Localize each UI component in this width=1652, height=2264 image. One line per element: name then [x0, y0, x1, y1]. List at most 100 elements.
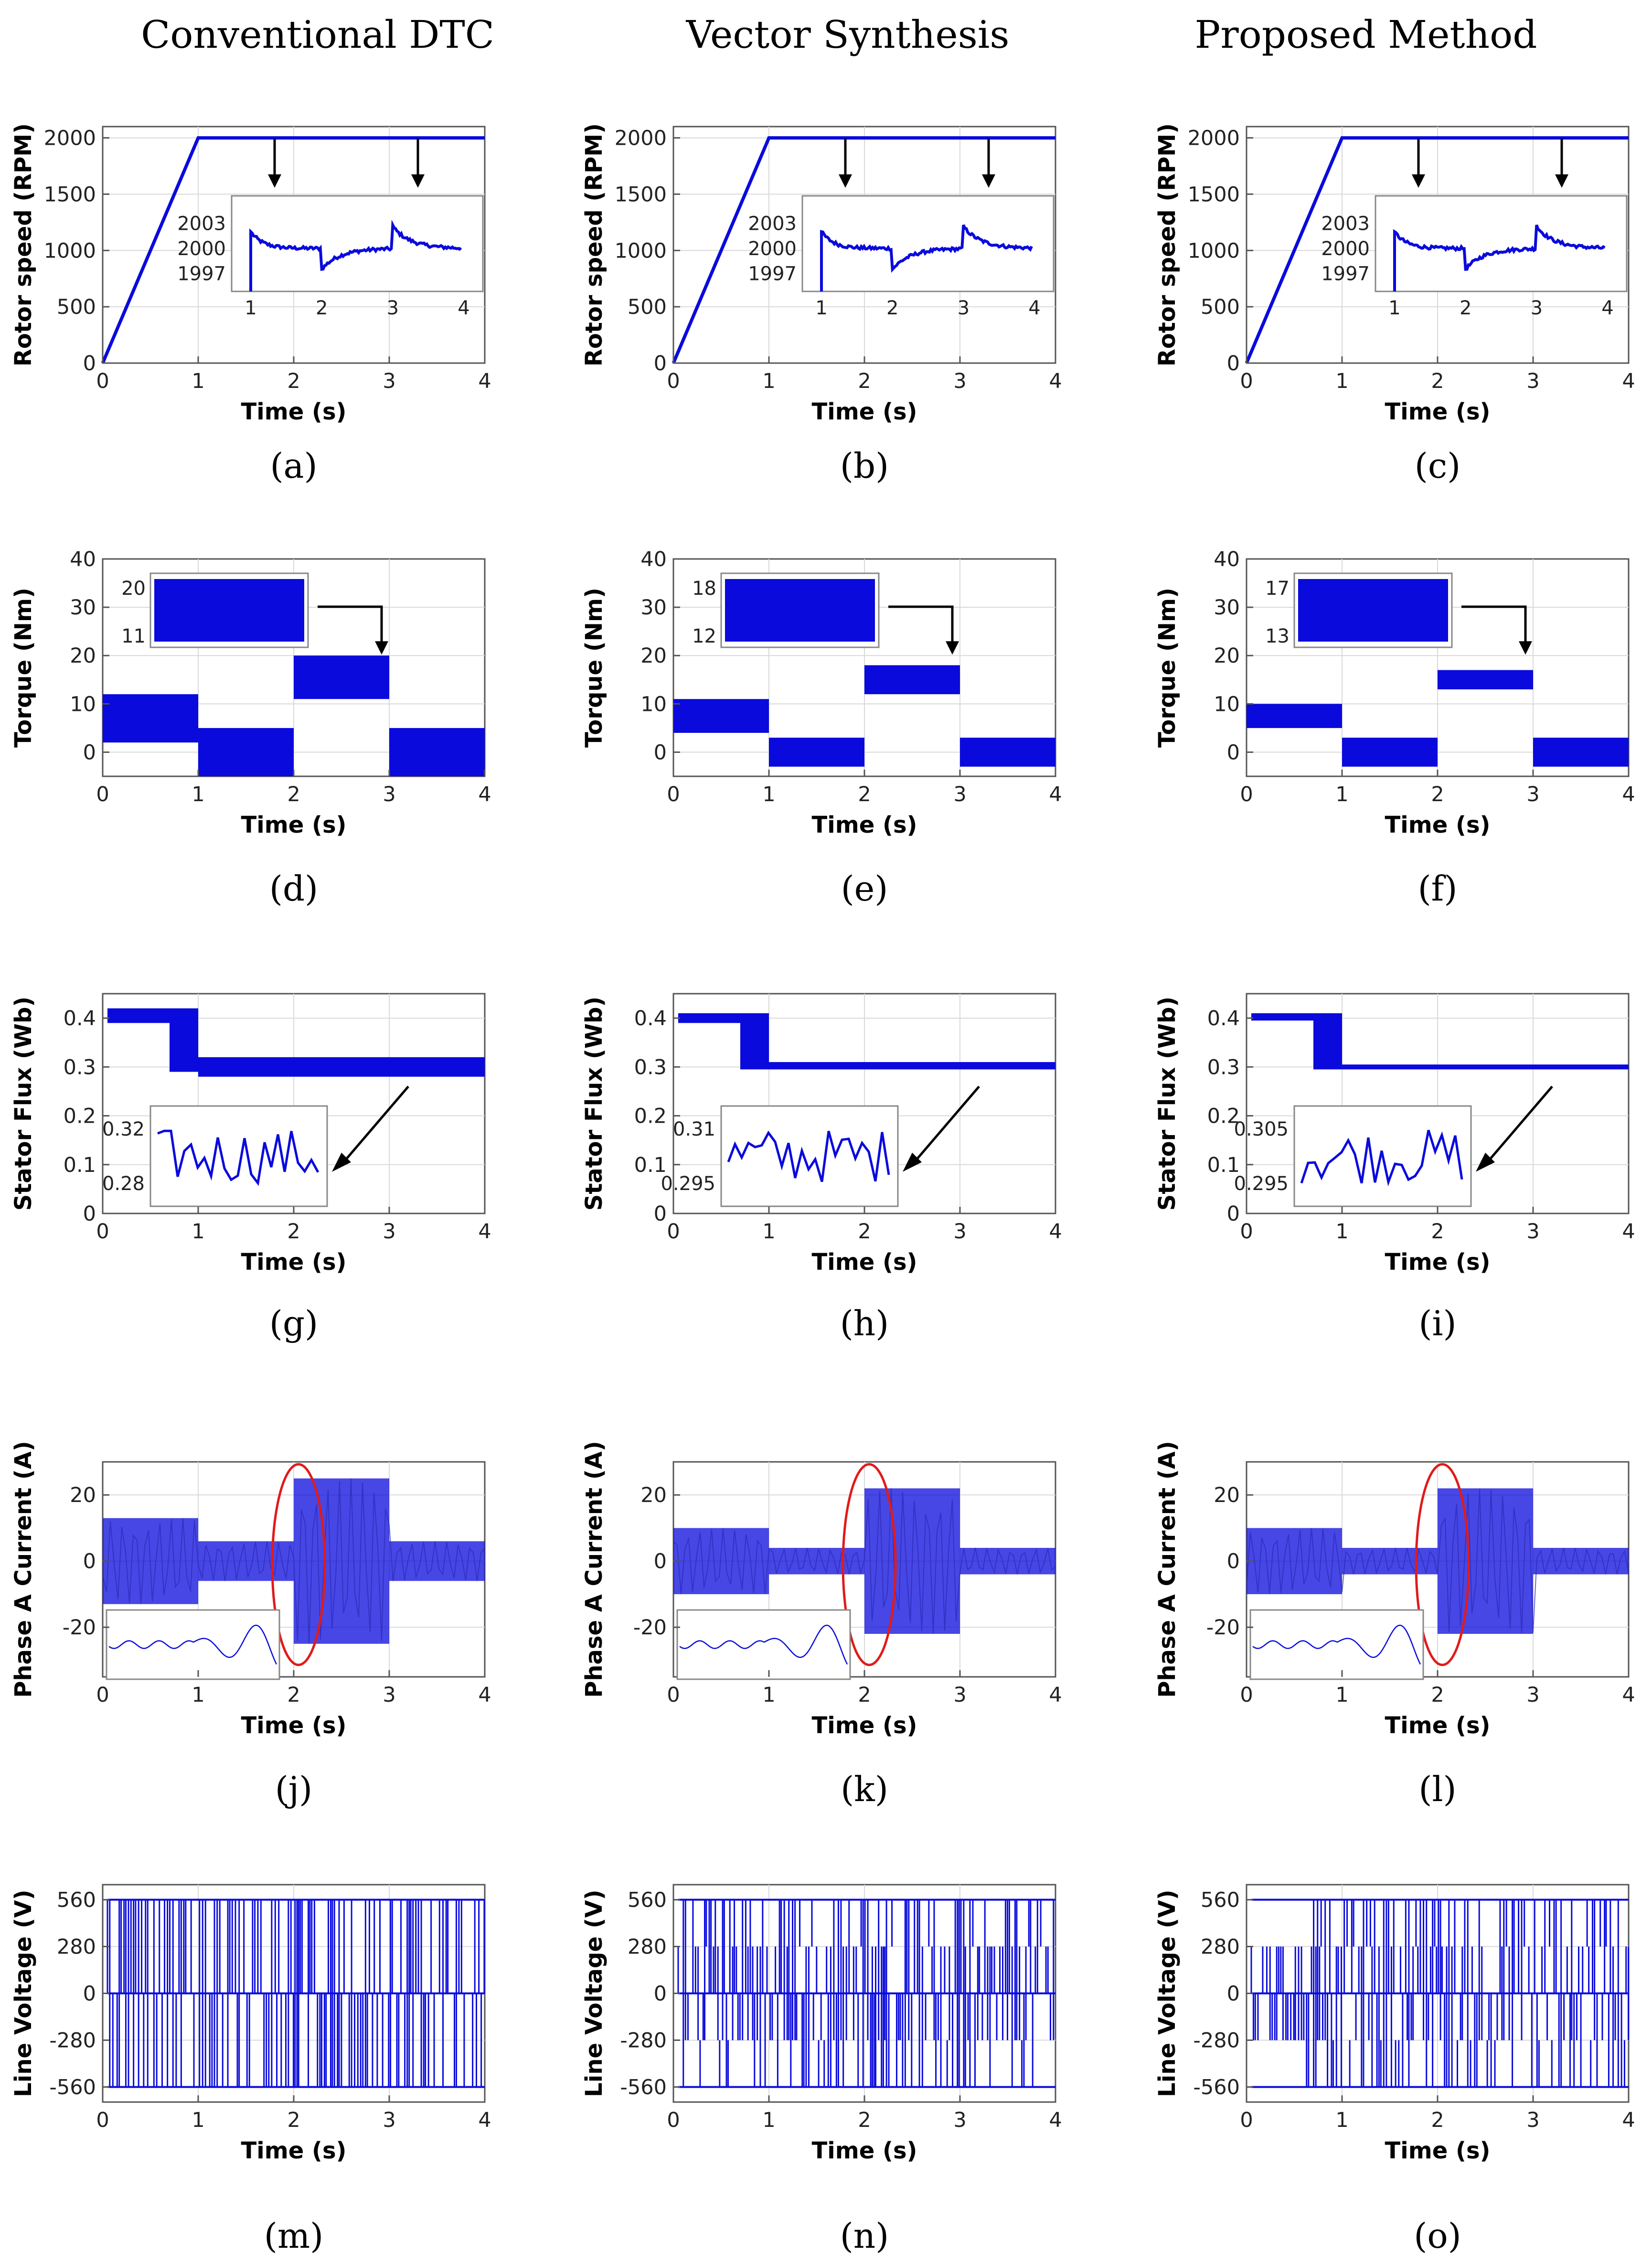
panel-l: 0 1 2 3 4 -20 0 20 Time (s) Phase A Current (A) (l…: [1154, 1441, 1635, 1809]
y-tick-label: 30: [1214, 596, 1240, 620]
x-tick-label: 0: [667, 2108, 680, 2132]
x-tick-label: 3: [1526, 1683, 1539, 1707]
y-tick-label: 40: [640, 547, 667, 571]
band: [170, 1008, 198, 1072]
axis-ticks: 0 1 2 3 4 0 0.1 0.2 0.3 0.4: [634, 1007, 1062, 1244]
x-axis-label: Time (s): [1385, 398, 1491, 425]
x-tick-label: 2: [287, 783, 300, 806]
data-series: [107, 1899, 485, 2088]
y-axis-label: Phase A Current (A): [1154, 1441, 1181, 1698]
x-tick-label: 3: [383, 1220, 395, 1244]
x-tick-label: 0: [96, 1220, 109, 1244]
x-tick-label: 2: [858, 1683, 871, 1707]
axis-ticks: 0 1 2 3 4 0 500 1000 1500 2000: [44, 127, 491, 393]
zoom-inset: 2003 2000 1997 1 2 3 4: [177, 195, 484, 319]
x-tick-label: 1: [1335, 369, 1348, 393]
band: [1313, 1013, 1342, 1070]
y-tick-label: 20: [1214, 644, 1240, 668]
band: [103, 694, 198, 743]
x-tick-label: 2: [858, 1220, 871, 1244]
y-tick-label: 1000: [615, 239, 667, 263]
x-tick-label: 4: [1049, 2108, 1062, 2132]
y-axis-label: Line Voltage (V): [10, 1889, 37, 2097]
y-tick-label: 560: [1201, 1888, 1240, 1912]
inset-x-tick: 4: [1601, 297, 1613, 319]
y-axis-label: Line Voltage (V): [1154, 1889, 1181, 2097]
x-tick-label: 4: [478, 1683, 491, 1707]
x-tick-label: 4: [1622, 369, 1635, 393]
y-tick-label: 0: [83, 352, 96, 376]
inset-x-tick: 4: [458, 297, 469, 319]
y-tick-label: 20: [70, 644, 96, 668]
band: [1247, 1528, 1342, 1594]
y-tick-label: -280: [620, 2029, 667, 2053]
panel-g: 0.32 0.28 0 1 2 3 4 0 0.1 0.2 0.3 0.4 Time (s) Stator…: [10, 993, 491, 1343]
y-tick-label: 0: [654, 1982, 667, 2006]
x-tick-label: 2: [287, 369, 300, 393]
inset-flux-line: [157, 1129, 320, 1186]
band: [389, 728, 485, 776]
axis-ticks: 0 1 2 3 4 -20 0 20: [1206, 1483, 1635, 1707]
y-tick-label: 0: [1227, 740, 1240, 764]
y-tick-label: 560: [628, 1888, 667, 1912]
panel-a: 2003 2000 1997 1 2 3 4 0 1 2 3 4 0 500 1000 1500 2000 Tim…: [10, 123, 491, 486]
panel-c: 2003 2000 1997 1 2 3 4 0 1 2 3 4 0 500 1000 1500 2000 Tim…: [1154, 123, 1635, 486]
x-tick-label: 0: [96, 783, 109, 806]
x-tick-label: 0: [667, 1683, 680, 1707]
y-tick-label: 1000: [44, 239, 96, 263]
annotation-arrowhead: [268, 174, 281, 188]
panel-b: 2003 2000 1997 1 2 3 4 0 1 2 3 4 0 500 1000 1500 2000 Tim…: [581, 123, 1062, 486]
data-series: [671, 136, 1055, 364]
x-tick-label: 3: [1526, 1220, 1539, 1244]
y-tick-label: 560: [57, 1888, 96, 1912]
x-tick-label: 1: [192, 783, 204, 806]
x-tick-label: 2: [287, 2108, 300, 2132]
y-tick-label: 500: [628, 295, 667, 319]
inset-y-tick: 13: [1265, 625, 1290, 647]
band: [107, 1008, 170, 1023]
x-tick-label: 3: [953, 783, 966, 806]
band: [294, 655, 389, 699]
y-tick-label: 0: [83, 1550, 96, 1574]
y-axis-label: Torque (Nm): [10, 588, 37, 748]
axis-ticks: 0 1 2 3 4 560 280 0 -280 -560: [620, 1888, 1062, 2133]
x-tick-label: 4: [1049, 1683, 1062, 1707]
y-tick-label: 0.2: [1207, 1105, 1240, 1128]
panel-label: (f): [1418, 869, 1458, 909]
y-tick-label: -560: [620, 2076, 667, 2100]
inset-current-wave: [108, 1624, 277, 1665]
y-axis-label: Phase A Current (A): [581, 1441, 608, 1698]
y-tick-label: 40: [70, 547, 96, 571]
current-wave: [673, 1488, 1056, 1634]
inset-frame: [1375, 195, 1628, 292]
x-axis-label: Time (s): [1385, 2137, 1491, 2164]
y-axis-label: Stator Flux (Wb): [581, 997, 608, 1211]
data-series: [107, 1008, 485, 1077]
x-axis-label: Time (s): [1385, 1712, 1491, 1739]
inset-y-tick: 0.32: [102, 1118, 145, 1140]
x-tick-label: 1: [762, 783, 775, 806]
y-tick-label: 1500: [44, 182, 96, 206]
y-tick-label: 0.3: [64, 1055, 96, 1079]
y-axis-label: Stator Flux (Wb): [10, 997, 37, 1211]
x-tick-label: 0: [1240, 1683, 1253, 1707]
y-tick-label: 0: [654, 740, 667, 764]
y-tick-label: 0: [1227, 352, 1240, 376]
axis-ticks: 0 1 2 3 4 560 280 0 -280 -560: [49, 1888, 491, 2133]
inset-x-tick: 3: [387, 297, 399, 319]
y-axis-label: Stator Flux (Wb): [1154, 997, 1181, 1211]
inset-y-tick: 2000: [1321, 238, 1370, 260]
x-tick-label: 3: [953, 2108, 966, 2132]
zoom-inset: 0.32 0.28: [102, 1105, 328, 1207]
zoom-inset: 2003 2000 1997 1 2 3 4: [748, 195, 1055, 319]
band: [1533, 1548, 1629, 1575]
inset-speed-line: [1393, 224, 1606, 291]
x-tick-label: 1: [192, 369, 204, 393]
y-tick-label: 0: [654, 1550, 667, 1574]
x-tick-label: 2: [858, 2108, 871, 2132]
band: [960, 738, 1055, 767]
y-tick-label: 0: [83, 1982, 96, 2006]
y-tick-label: 0.2: [634, 1105, 667, 1128]
x-tick-label: 4: [1049, 1220, 1062, 1244]
data-series: [1246, 1488, 1629, 1634]
